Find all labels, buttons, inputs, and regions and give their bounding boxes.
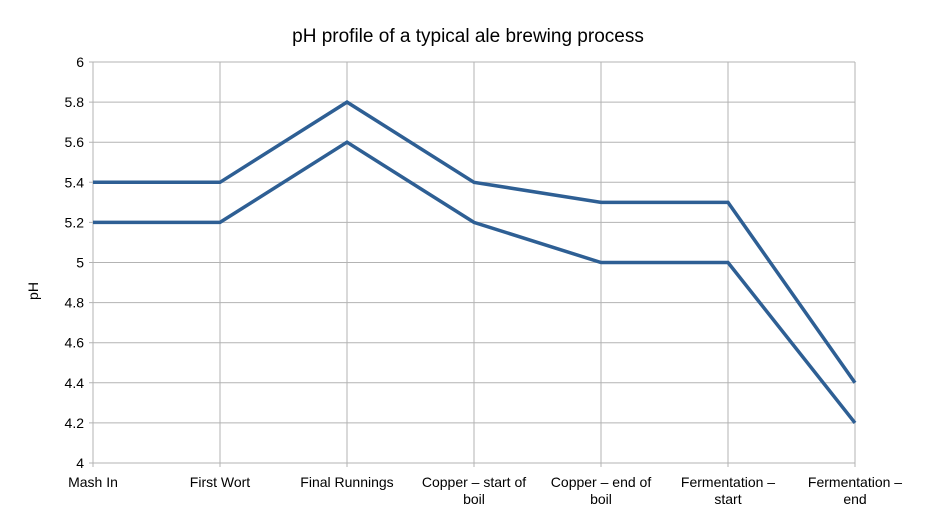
y-tick-label-10: 6 (76, 54, 84, 70)
x-tick-label-2: Final Runnings (300, 474, 393, 490)
y-axis-title: pH (25, 282, 41, 300)
y-tick-label-6: 5.2 (65, 214, 85, 230)
x-tick-label-1: First Wort (190, 474, 251, 490)
series-line-2 (93, 140, 857, 424)
x-axis-ticks: Mash In First Wort Final Runnings Copper – … (68, 474, 902, 507)
y-tick-label-0: 4 (76, 455, 84, 471)
y-tick-label-5: 5 (76, 255, 84, 271)
x-tick-label-4: Copper – end of boil (551, 474, 652, 507)
y-tick-label-3: 4.6 (65, 335, 85, 351)
y-tick-label-1: 4.2 (65, 415, 85, 431)
y-tick-label-2: 4.4 (65, 375, 85, 391)
gridlines (89, 61, 856, 467)
y-tick-label-9: 5.8 (65, 94, 85, 110)
x-tick-label-3: Copper – start of boil (422, 474, 526, 507)
series-lines (93, 100, 857, 424)
x-tick-label-5: Fermentation – start (681, 474, 775, 507)
y-tick-label-8: 5.6 (65, 134, 85, 150)
chart-title: pH profile of a typical ale brewing proc… (292, 26, 644, 47)
y-tick-label-4: 4.8 (65, 295, 85, 311)
x-tick-label-0: Mash In (68, 474, 118, 490)
y-tick-label-7: 5.4 (65, 174, 85, 190)
y-axis-ticks: 4 4.2 4.4 4.6 4.8 5 5.2 5.4 5.6 5.8 6 (65, 54, 85, 471)
series-line-1 (93, 100, 857, 384)
x-tick-label-6: Fermentation – end (808, 474, 902, 507)
